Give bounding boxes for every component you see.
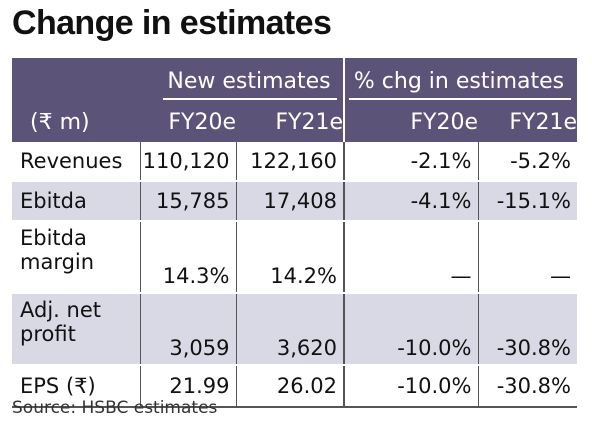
group-header-pct-change: % chg in estimates (343, 58, 577, 102)
source-note: Source: HSBC estimates (12, 398, 218, 418)
cell-value: — (477, 221, 577, 294)
cell-value: -4.1% (343, 181, 478, 222)
unit-label: (₹ m) (30, 109, 90, 135)
cell-value: 21.99 (139, 365, 236, 408)
header-column-row: (₹ m) FY20e FY21e FY20e FY21e (12, 102, 577, 142)
col-header-new-fy20e: FY20e (168, 109, 236, 135)
col-header-chg-fy21e: FY21e (509, 109, 577, 135)
cell-value: 3,059 (139, 293, 236, 366)
cell-value: -30.8% (477, 365, 577, 408)
row-label: Ebitda margin (12, 221, 140, 294)
cell-value: 14.3% (139, 221, 236, 294)
cell-value: -2.1% (343, 142, 478, 182)
table-row: Ebitda 15,785 17,408 -4.1% -15.1% (12, 181, 577, 222)
cell-value: -30.8% (477, 293, 577, 366)
row-label: EPS (₹) (12, 365, 140, 408)
col-header-chg-fy20e: FY20e (343, 102, 478, 142)
header-group-row: New estimates % chg in estimates (12, 58, 577, 102)
cell-value: 17,408 (235, 181, 344, 222)
cell-value: -10.0% (343, 365, 478, 408)
row-label: Ebitda (12, 181, 140, 222)
row-label: Adj. net profit (12, 293, 140, 366)
cell-value: -10.0% (343, 293, 478, 366)
table-row: Revenues 110,120 122,160 -2.1% -5.2% (12, 142, 577, 182)
cell-value: -15.1% (477, 181, 577, 222)
table-row: EPS (₹) 21.99 26.02 -10.0% -30.8% (12, 365, 577, 408)
col-header-new-fy21e: FY21e (275, 109, 343, 135)
page-title: Change in estimates (12, 4, 332, 42)
cell-value: -5.2% (477, 142, 577, 182)
cell-value: 122,160 (235, 142, 344, 182)
cell-value: 15,785 (139, 181, 236, 222)
group-header-new-estimates: New estimates (140, 58, 344, 102)
cell-value: 14.2% (235, 221, 344, 294)
table-row: Ebitda margin 14.3% 14.2% — — (12, 221, 577, 294)
cell-value: 110,120 (139, 142, 236, 182)
row-label: Revenues (12, 142, 140, 182)
cell-value: — (343, 221, 478, 294)
table-row: Adj. net profit 3,059 3,620 -10.0% -30.8% (12, 293, 577, 366)
cell-value: 3,620 (235, 293, 344, 366)
cell-value: 26.02 (235, 365, 344, 408)
estimates-table: New estimates % chg in estimates (₹ m) F… (12, 58, 577, 408)
